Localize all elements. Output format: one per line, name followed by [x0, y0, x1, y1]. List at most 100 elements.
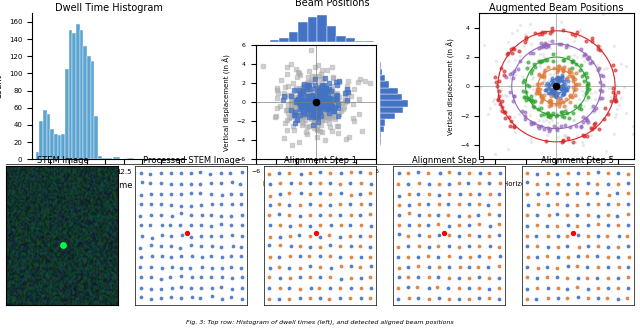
Point [304, 98, 314, 103]
Point [552, 275, 563, 280]
Point [310, 83, 321, 88]
Point [561, 97, 572, 102]
Point [606, 99, 616, 104]
Point [324, 115, 335, 121]
Point [576, 124, 586, 129]
Point [301, 107, 311, 112]
Point [494, 254, 504, 259]
Point [577, 139, 588, 144]
Point [275, 202, 285, 207]
Point [612, 255, 623, 260]
Point [335, 243, 345, 249]
Point [339, 104, 349, 109]
Point [574, 46, 584, 51]
Point [388, 114, 398, 119]
Point [300, 105, 310, 110]
Point [579, 71, 589, 77]
Point [542, 111, 552, 116]
Point [536, 32, 547, 37]
Bar [380, 88, 399, 94]
Point [310, 104, 321, 109]
Point [580, 92, 590, 97]
Point [282, 108, 292, 113]
Point [494, 263, 504, 269]
Point [227, 254, 237, 259]
Point [301, 100, 312, 106]
Point [564, 70, 575, 75]
Point [510, 129, 520, 134]
Point [483, 203, 493, 208]
Point [286, 61, 296, 66]
Point [582, 233, 593, 238]
Point [503, 59, 513, 64]
Point [551, 101, 561, 106]
Point [484, 211, 494, 217]
Bar [95, 117, 98, 159]
Point [216, 181, 226, 186]
Point [621, 110, 631, 115]
Point [552, 67, 563, 72]
Point [499, 115, 509, 121]
Point [594, 65, 604, 71]
Point [335, 182, 345, 187]
Point [294, 71, 304, 76]
Point [299, 92, 309, 97]
Point [403, 203, 413, 208]
Title: Augmented Beam Positions: Augmented Beam Positions [489, 3, 624, 13]
Point [335, 254, 346, 260]
Point [501, 51, 511, 57]
Point [534, 104, 544, 109]
Point [571, 61, 581, 66]
Bar [380, 75, 385, 81]
Point [308, 119, 319, 124]
Point [552, 171, 562, 176]
Point [536, 123, 546, 128]
Point [413, 191, 423, 197]
Point [579, 58, 589, 63]
Point [606, 154, 616, 159]
Point [355, 233, 365, 239]
Point [326, 88, 336, 94]
Point [313, 92, 323, 98]
Point [536, 94, 547, 100]
Point [423, 222, 433, 228]
Point [593, 126, 604, 132]
Point [552, 93, 562, 99]
Point [579, 53, 589, 58]
Point [548, 58, 558, 63]
Point [273, 90, 284, 96]
Point [195, 191, 205, 196]
Bar [65, 69, 68, 159]
Point [289, 111, 300, 117]
Point [604, 85, 614, 91]
Point [568, 110, 579, 115]
Point [495, 108, 505, 113]
Point [552, 265, 563, 271]
Point [553, 233, 563, 238]
Point [602, 170, 612, 176]
Point [564, 82, 574, 88]
Point [275, 103, 285, 109]
Bar [355, 41, 365, 42]
Point [317, 118, 327, 123]
Point [548, 111, 558, 116]
Point [550, 91, 560, 97]
Point [296, 106, 306, 112]
Point [314, 110, 324, 115]
Point [317, 109, 327, 114]
Point [298, 113, 308, 118]
Point [289, 88, 300, 93]
Point [582, 253, 593, 258]
Point [314, 101, 324, 107]
Point [534, 90, 544, 95]
Point [509, 115, 519, 120]
Point [237, 222, 247, 228]
Point [508, 75, 518, 81]
Bar [47, 114, 50, 159]
Point [570, 70, 580, 76]
Point [580, 51, 590, 56]
Point [499, 73, 509, 78]
Point [424, 285, 434, 290]
Point [572, 133, 582, 138]
Point [135, 213, 145, 219]
